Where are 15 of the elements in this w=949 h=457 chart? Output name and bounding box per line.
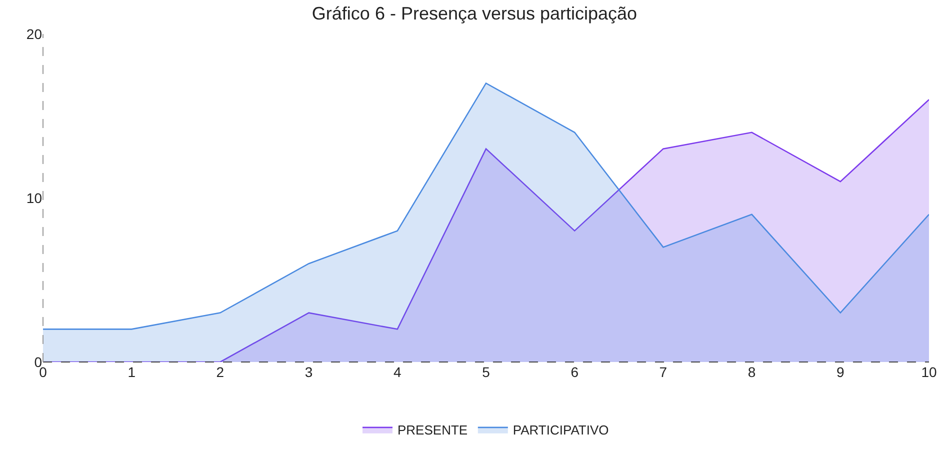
x-tick-label: 7: [659, 364, 668, 380]
y-tick-label: 20: [26, 26, 42, 42]
x-tick-label: 5: [482, 364, 490, 380]
x-tick-label: 9: [836, 364, 844, 380]
x-tick-label: 3: [304, 364, 313, 380]
x-tick-label: 10: [921, 364, 937, 380]
x-tick-label: 6: [570, 364, 579, 380]
legend-label: PRESENTE: [398, 422, 468, 438]
x-tick-label: 4: [394, 364, 402, 380]
x-tick-label: 1: [128, 364, 136, 380]
y-tick-label: 10: [26, 190, 42, 206]
x-tick-label: 8: [748, 364, 756, 380]
chart-title: Gráfico 6 - Presença versus participação: [312, 3, 638, 24]
x-tick-label: 2: [216, 364, 224, 380]
legend-label: PARTICIPATIVO: [512, 422, 609, 438]
